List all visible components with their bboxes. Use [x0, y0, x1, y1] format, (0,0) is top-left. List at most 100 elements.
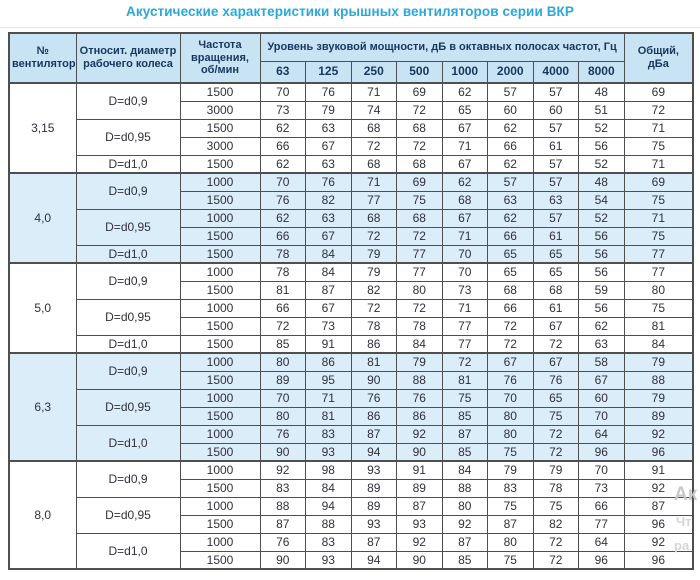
header-total: Общий, дБа: [623, 32, 694, 84]
spl-cell-500hz: 78: [396, 316, 443, 336]
spl-cell-125hz: 87: [305, 280, 352, 300]
spl-cell-250hz: 93: [350, 514, 397, 534]
rpm-cell: 1500: [179, 550, 261, 570]
total-dba-cell: 69: [623, 172, 694, 192]
spl-cell-250hz: 81: [350, 352, 397, 372]
spl-cell-125hz: 84: [305, 478, 352, 498]
spl-cell-1000hz: 71: [441, 136, 488, 156]
spl-cell-2000hz: 80: [487, 532, 534, 552]
spl-cell-63hz: 66: [259, 136, 306, 156]
spl-cell-8000hz: 70: [578, 406, 625, 426]
spl-cell-250hz: 82: [350, 280, 397, 300]
data-row: D=d1,0 1500 85 91 86 84 77 72 72 63 84: [9, 334, 694, 354]
spl-cell-63hz: 72: [259, 316, 306, 336]
spl-cell-125hz: 94: [305, 496, 352, 516]
diameter-cell: D=d1,0: [75, 154, 181, 174]
total-dba-cell: 91: [623, 460, 694, 480]
spl-cell-63hz: 76: [259, 424, 306, 444]
spl-cell-500hz: 77: [396, 244, 443, 264]
rpm-cell: 1500: [179, 118, 261, 138]
spl-cell-2000hz: 62: [487, 118, 534, 138]
spl-cell-4000hz: 65: [532, 388, 579, 408]
spl-cell-2000hz: 75: [487, 496, 534, 516]
spl-cell-125hz: 67: [305, 298, 352, 318]
total-dba-cell: 96: [623, 550, 694, 570]
spl-cell-4000hz: 68: [532, 280, 579, 300]
spl-cell-63hz: 92: [259, 460, 306, 480]
diameter-cell: D=d1,0: [75, 532, 181, 570]
data-row: D=d0,95 1500 62 63 68 68 67 62 57 52 71: [9, 118, 694, 156]
spl-cell-2000hz: 62: [487, 208, 534, 228]
spl-cell-4000hz: 57: [532, 208, 579, 228]
data-row: 1500 76 82 77 75 68 63 63 54 75: [9, 190, 694, 210]
spl-cell-4000hz: 67: [532, 316, 579, 336]
spl-cell-500hz: 69: [396, 172, 443, 192]
spl-cell-500hz: 75: [396, 190, 443, 210]
spl-cell-500hz: 87: [396, 496, 443, 516]
spl-cell-125hz: 98: [305, 460, 352, 480]
spl-cell-500hz: 86: [396, 406, 443, 426]
spl-cell-4000hz: 72: [532, 532, 579, 552]
spl-cell-2000hz: 65: [487, 244, 534, 264]
spl-cell-250hz: 68: [350, 118, 397, 138]
data-row: 3000 66 67 72 72 71 66 61 56 75: [9, 136, 694, 156]
data-row: 3000 73 79 74 72 65 60 60 51 72: [9, 100, 694, 120]
total-dba-cell: 72: [623, 100, 694, 120]
spl-cell-1000hz: 84: [441, 460, 488, 480]
total-dba-cell: 88: [623, 370, 694, 390]
spl-cell-2000hz: 72: [487, 334, 534, 354]
spl-cell-250hz: 86: [350, 406, 397, 426]
spl-cell-2000hz: 75: [487, 550, 534, 570]
spl-cell-250hz: 74: [350, 100, 397, 120]
fan-number-cell: 4,0: [8, 172, 77, 264]
spl-cell-125hz: 91: [305, 334, 352, 354]
spl-cell-125hz: 63: [305, 154, 352, 174]
fan-number-cell: 5,0: [8, 262, 77, 354]
spl-cell-500hz: 72: [396, 100, 443, 120]
rpm-cell: 3000: [179, 100, 261, 120]
spl-cell-8000hz: 67: [578, 370, 625, 390]
total-dba-cell: 84: [623, 334, 694, 354]
spl-cell-1000hz: 71: [441, 226, 488, 246]
diameter-cell: D=d0,95: [75, 496, 181, 534]
total-dba-cell: 71: [623, 118, 694, 138]
spl-cell-8000hz: 52: [578, 208, 625, 228]
spl-cell-63hz: 89: [259, 370, 306, 390]
spl-cell-250hz: 72: [350, 136, 397, 156]
rpm-cell: 1000: [179, 172, 261, 192]
spl-cell-4000hz: 57: [532, 172, 579, 192]
spl-cell-8000hz: 56: [578, 298, 625, 318]
spl-cell-125hz: 71: [305, 388, 352, 408]
header-freq-125: 125: [305, 60, 352, 84]
spl-cell-500hz: 76: [396, 388, 443, 408]
spl-cell-250hz: 89: [350, 496, 397, 516]
spl-cell-2000hz: 66: [487, 136, 534, 156]
spl-cell-63hz: 90: [259, 550, 306, 570]
table-body: 3,15 D=d0,9 1500 70 76 71 69 62 57 57 48 69 3000 73 79…: [8, 82, 694, 570]
rpm-cell: 1000: [179, 496, 261, 516]
total-dba-cell: 96: [623, 442, 694, 462]
spl-cell-500hz: 72: [396, 298, 443, 318]
header-freq-63: 63: [259, 60, 306, 84]
diameter-cell: D=d1,0: [75, 424, 181, 462]
spl-cell-500hz: 69: [396, 82, 443, 102]
spl-cell-8000hz: 56: [578, 262, 625, 282]
spl-cell-250hz: 87: [350, 532, 397, 552]
spl-cell-500hz: 90: [396, 550, 443, 570]
spl-cell-2000hz: 70: [487, 388, 534, 408]
total-dba-cell: 96: [623, 514, 694, 534]
spl-cell-500hz: 68: [396, 118, 443, 138]
spl-cell-250hz: 87: [350, 424, 397, 444]
table-header: № вентилятора Относит. диаметр рабочего …: [8, 32, 694, 84]
spl-cell-1000hz: 70: [441, 262, 488, 282]
header-fan-number: № вентилятора: [8, 32, 77, 84]
acoustic-characteristics-table: № вентилятора Относит. диаметр рабочего …: [8, 32, 695, 570]
spl-cell-500hz: 88: [396, 370, 443, 390]
spl-cell-1000hz: 67: [441, 118, 488, 138]
spl-cell-500hz: 79: [396, 352, 443, 372]
spl-cell-125hz: 67: [305, 226, 352, 246]
total-dba-cell: 92: [623, 424, 694, 444]
total-dba-cell: 75: [623, 226, 694, 246]
spl-cell-125hz: 82: [305, 190, 352, 210]
spl-cell-4000hz: 61: [532, 226, 579, 246]
